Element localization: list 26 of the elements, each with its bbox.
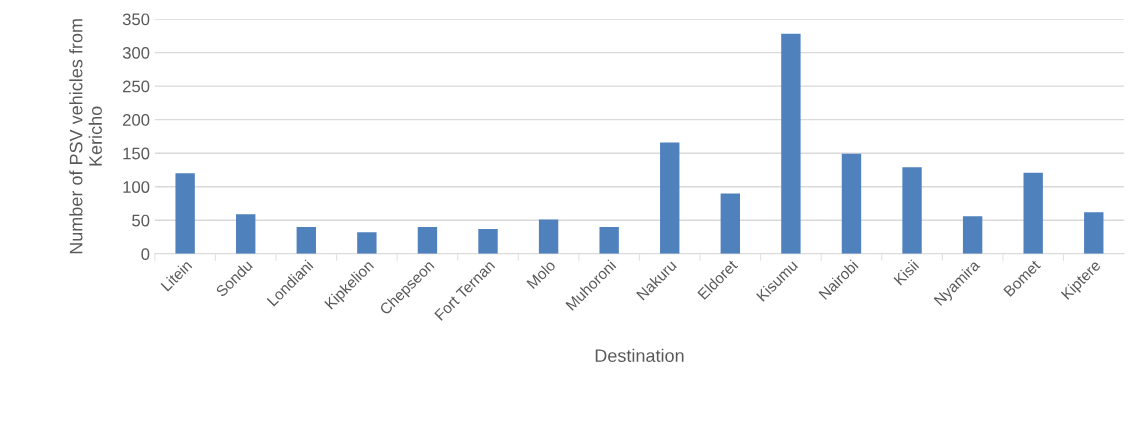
x-axis-title: Destination	[595, 348, 684, 363]
bar	[1023, 172, 1043, 254]
bar	[781, 33, 801, 254]
y-tick-label: 100	[123, 181, 150, 193]
y-axis-title: Number of PSV vehicles from Kericho	[69, 19, 102, 254]
bar	[296, 226, 316, 254]
bar	[902, 167, 922, 254]
bar	[1084, 212, 1104, 254]
y-tick-label: 250	[123, 80, 150, 93]
bar	[660, 142, 680, 254]
y-tick-label: 50	[132, 214, 150, 227]
bar	[417, 226, 438, 254]
y-tick-label: 0	[141, 248, 150, 260]
y-tick-label: 150	[123, 147, 150, 160]
bar	[599, 226, 619, 254]
bar	[962, 216, 983, 254]
bar	[841, 153, 862, 254]
bar	[478, 228, 498, 254]
bar	[357, 232, 377, 254]
y-tick-label: 300	[122, 46, 150, 59]
y-tick-label: 350	[122, 13, 150, 26]
bar	[538, 219, 559, 254]
bar	[236, 214, 256, 254]
bar	[720, 193, 741, 254]
bar	[175, 173, 195, 254]
y-tick-label: 200	[123, 114, 150, 126]
